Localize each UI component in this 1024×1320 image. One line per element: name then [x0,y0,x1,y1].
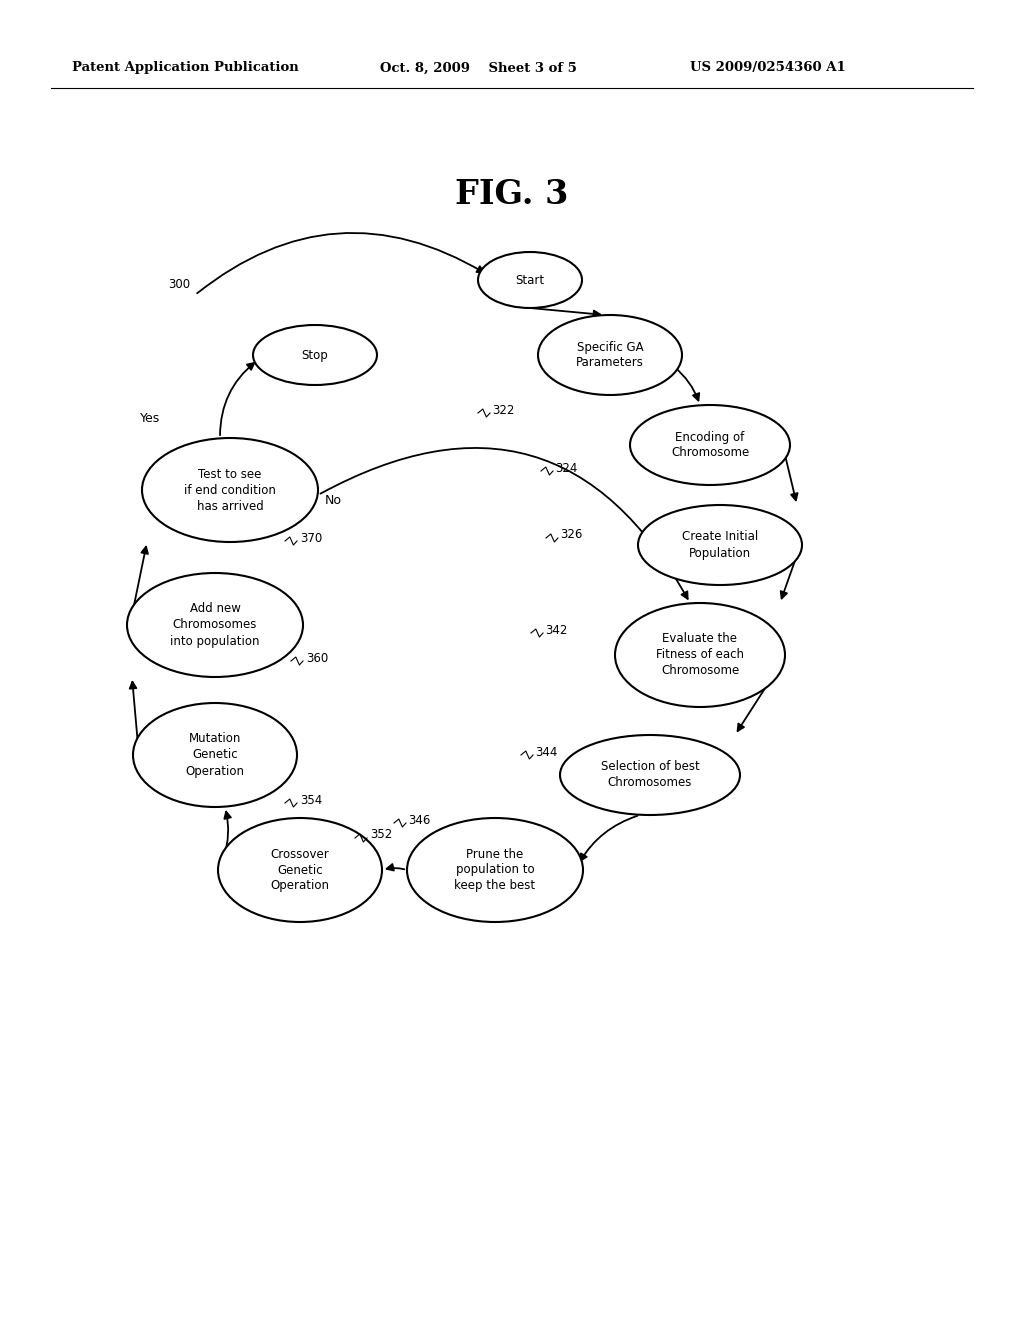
Text: 360: 360 [306,652,329,664]
Text: 300: 300 [168,279,190,292]
Text: Patent Application Publication: Patent Application Publication [72,62,299,74]
Text: 322: 322 [492,404,514,417]
Text: 346: 346 [408,813,430,826]
Text: Stop: Stop [302,348,329,362]
Text: 370: 370 [300,532,323,544]
Ellipse shape [127,573,303,677]
Text: 352: 352 [370,829,392,842]
Text: 354: 354 [300,793,323,807]
Text: FIG. 3: FIG. 3 [456,178,568,211]
Text: Oct. 8, 2009    Sheet 3 of 5: Oct. 8, 2009 Sheet 3 of 5 [380,62,577,74]
Ellipse shape [142,438,318,543]
Text: No: No [325,494,342,507]
Ellipse shape [615,603,785,708]
Text: 342: 342 [545,623,567,636]
Ellipse shape [630,405,790,484]
Text: Crossover
Genetic
Operation: Crossover Genetic Operation [270,847,330,892]
Ellipse shape [218,818,382,921]
Text: 326: 326 [560,528,583,541]
Ellipse shape [133,704,297,807]
Text: 344: 344 [535,746,557,759]
Text: Add new
Chromosomes
into population: Add new Chromosomes into population [170,602,260,648]
Ellipse shape [253,325,377,385]
Ellipse shape [478,252,582,308]
Text: Prune the
population to
keep the best: Prune the population to keep the best [455,847,536,892]
Ellipse shape [638,506,802,585]
Text: 324: 324 [555,462,578,474]
Text: Evaluate the
Fitness of each
Chromosome: Evaluate the Fitness of each Chromosome [656,632,744,677]
Ellipse shape [407,818,583,921]
Ellipse shape [538,315,682,395]
Text: Start: Start [515,273,545,286]
Text: Test to see
if end condition
has arrived: Test to see if end condition has arrived [184,467,275,512]
Text: Create Initial
Population: Create Initial Population [682,531,758,560]
Ellipse shape [560,735,740,814]
Text: Encoding of
Chromosome: Encoding of Chromosome [671,430,750,459]
Text: Yes: Yes [140,412,160,425]
Text: Specific GA
Parameters: Specific GA Parameters [577,341,644,370]
Text: US 2009/0254360 A1: US 2009/0254360 A1 [690,62,846,74]
Text: Selection of best
Chromosomes: Selection of best Chromosomes [601,760,699,789]
Text: Mutation
Genetic
Operation: Mutation Genetic Operation [185,733,245,777]
